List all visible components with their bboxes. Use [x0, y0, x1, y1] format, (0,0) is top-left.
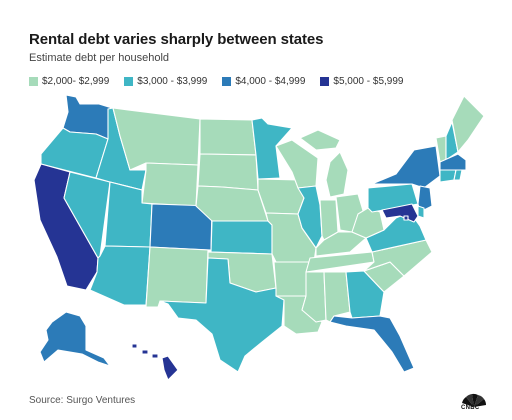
- legend-item: $5,000 - $5,999: [320, 76, 403, 87]
- legend-label: $5,000 - $5,999: [333, 76, 404, 87]
- state-fl[interactable]: [329, 315, 415, 373]
- legend-swatch: [320, 77, 330, 86]
- state-nc[interactable]: [363, 239, 433, 277]
- legend-item: $2,000- $2,999: [29, 76, 109, 87]
- source-note: Source: Surgo Ventures: [29, 395, 136, 406]
- legend: $2,000- $2,999 $3,000 - $3,999 $4,000 - …: [29, 76, 418, 87]
- state-de[interactable]: [417, 205, 425, 219]
- state-wy[interactable]: [141, 162, 199, 207]
- map-subtitle: Estimate debt per household: [29, 52, 170, 64]
- legend-swatch: [124, 77, 134, 86]
- legend-label: $4,000 - $4,999: [235, 76, 306, 87]
- state-ny[interactable]: [371, 145, 441, 189]
- logo-text: CNBC: [461, 405, 480, 411]
- state-nj[interactable]: [417, 185, 433, 213]
- state-me[interactable]: [451, 95, 485, 153]
- legend-label: $3,000 - $3,999: [137, 76, 208, 87]
- legend-swatch: [222, 77, 232, 86]
- state-nm[interactable]: [145, 246, 209, 308]
- legend-swatch: [29, 77, 38, 86]
- legend-label: $2,000- $2,999: [42, 76, 110, 87]
- state-ks[interactable]: [210, 220, 273, 255]
- state-hi[interactable]: [131, 343, 179, 381]
- state-mi-upper[interactable]: [299, 129, 341, 151]
- state-nd[interactable]: [199, 118, 257, 156]
- state-mi[interactable]: [325, 151, 349, 198]
- map-title: Rental debt varies sharply between state…: [29, 31, 324, 48]
- nbc-peacock-logo-icon: [462, 393, 486, 407]
- legend-item: $3,000 - $3,999: [124, 76, 207, 87]
- legend-item: $4,000 - $4,999: [222, 76, 305, 87]
- state-al[interactable]: [323, 271, 351, 323]
- state-md[interactable]: [381, 203, 419, 223]
- state-dc[interactable]: [403, 215, 409, 221]
- state-ri[interactable]: [453, 169, 463, 181]
- state-ma[interactable]: [439, 153, 467, 171]
- state-ak[interactable]: [39, 311, 111, 367]
- state-tx[interactable]: [159, 257, 285, 373]
- state-sd[interactable]: [197, 153, 259, 191]
- state-ne[interactable]: [195, 185, 269, 222]
